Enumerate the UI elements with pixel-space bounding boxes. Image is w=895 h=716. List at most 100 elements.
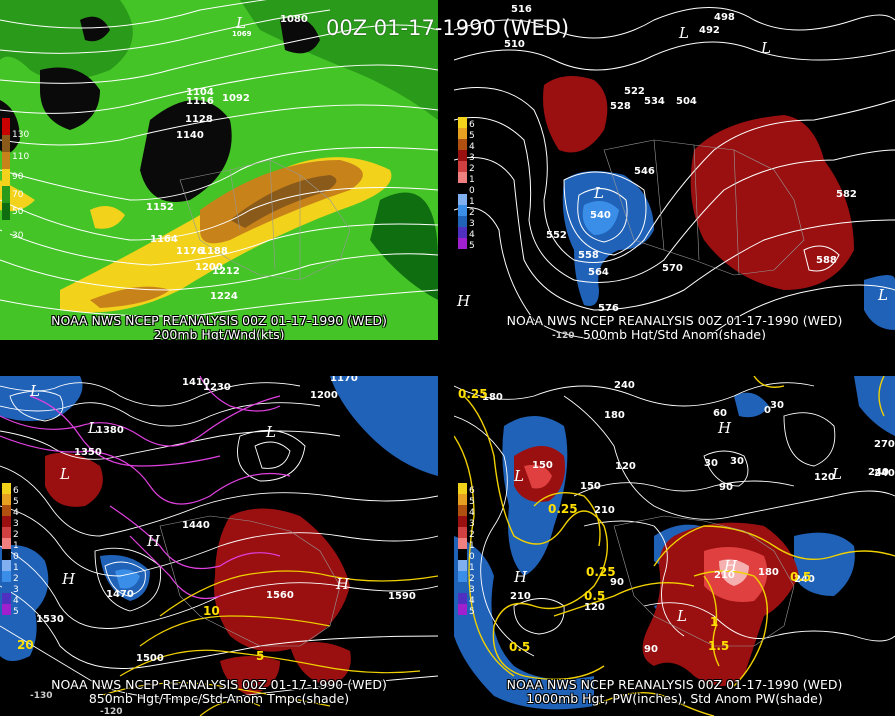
contour-label: 1410: [182, 377, 210, 388]
contour-label: 1176: [176, 246, 204, 257]
high-pressure-symbol: H: [456, 292, 471, 310]
high-pressure-symbol: H: [513, 568, 528, 586]
contour-label: 240: [874, 468, 895, 479]
legend-label: 0: [469, 552, 475, 562]
legend-label: 0: [469, 186, 475, 196]
contour-label: 576: [598, 303, 619, 314]
contour-labels: 516 498 492 510 504 522 528 534 540 546 …: [456, 4, 888, 340]
legend-label: 1: [469, 197, 475, 207]
contour-label: 570: [662, 263, 683, 274]
high-pressure-symbol: H: [717, 419, 732, 437]
legend-label: 0: [13, 552, 19, 562]
contour-label: 504: [676, 96, 697, 107]
contour-label: 516: [511, 4, 532, 15]
legend-label: 1: [13, 541, 19, 551]
contour-label: 534: [644, 96, 665, 107]
contour-labels: 240 240 240 180 180 180 120 120 120 90 9…: [458, 380, 895, 655]
pw-label: 0.5: [509, 640, 530, 654]
legend-label: 3: [13, 585, 19, 595]
contour-label: 552: [546, 230, 567, 241]
legend-label: 4: [469, 596, 475, 606]
contour-label: 510: [504, 39, 525, 50]
legend-label: 2: [469, 574, 475, 584]
legend-label: 3: [469, 219, 475, 229]
legend-label: 50: [12, 207, 24, 217]
legend-label: 30: [12, 231, 24, 241]
contour-label: 120: [814, 472, 835, 483]
contour-labels: 1410 1260 1170 1200 1230 1350 1380 1440 …: [17, 376, 416, 716]
panel-footer: NOAA NWS NCEP REANALYSIS 00Z 01-17-1990 …: [454, 678, 895, 706]
high-pressure-symbol: H: [146, 532, 161, 550]
contour-label: 1188: [200, 246, 228, 257]
low-pressure-symbol: L: [760, 39, 771, 57]
contour-label: 60: [713, 408, 727, 419]
low-pressure-symbol: L: [87, 419, 98, 437]
legend-label: 2: [469, 208, 475, 218]
contour-label: 1380: [96, 425, 124, 436]
contour-labels: 1080 1104 1092 1116 1128 1140 1152 1164 …: [146, 14, 308, 302]
contour-label: 1200: [195, 262, 223, 273]
contour-label: 1560: [266, 590, 294, 601]
legend-label: 5: [469, 131, 475, 141]
contour-label: 564: [588, 267, 609, 278]
contour-label: 1530: [36, 614, 64, 625]
contour-label: 558: [578, 250, 599, 261]
contour-label: 150: [532, 460, 553, 471]
legend-label: 3: [13, 519, 19, 529]
map-1000mb: 6 5 4 3 2 1 0 1 2 3 4 5 240 240 240 180 …: [454, 376, 895, 716]
low-pressure-symbol: L: [513, 467, 524, 485]
isotherm-label: 20: [17, 638, 34, 652]
contour-label: 210: [714, 570, 735, 581]
contour-label: 30: [730, 456, 744, 467]
contour-label: 150: [580, 481, 601, 492]
anomaly-legend: 6 5 4 3 2 1 0 1 2 3 4 5: [2, 483, 19, 617]
legend-label: 3: [469, 585, 475, 595]
legend-label: 6: [469, 120, 475, 130]
contour-label: 180: [482, 392, 503, 403]
legend-label: 5: [469, 241, 475, 251]
footer-field: 850mb Hgt/Tmpc/Std Anom Tmpc(shade): [88, 691, 350, 706]
legend-label: 4: [13, 508, 19, 518]
contour-label: 240: [868, 467, 889, 478]
contour-label: 120: [615, 461, 636, 472]
panel-200mb: 130 110 90 70 50 30 1080 1104 1092 1116 …: [0, 0, 438, 340]
contour-label: 1260: [275, 376, 303, 377]
contour-label: 546: [634, 166, 655, 177]
pw-label: 0.25: [458, 387, 488, 401]
wind-legend: 130 110 90 70 50 30: [2, 118, 29, 241]
contour-label: 1500: [136, 653, 164, 664]
contour-label: 90: [644, 644, 658, 655]
contour-label: 1440: [182, 520, 210, 531]
contour-label: 522: [624, 86, 645, 97]
pw-label: 0.5: [584, 589, 605, 603]
contour-label: 180: [758, 567, 779, 578]
map-200mb: 130 110 90 70 50 30 1080 1104 1092 1116 …: [0, 0, 438, 340]
footer-source: NOAA NWS NCEP REANALYSIS 00Z 01-17-1990 …: [51, 677, 387, 692]
legend-label: 4: [469, 508, 475, 518]
isotherm-label: 5: [256, 649, 264, 663]
high-pressure-symbol: H: [723, 557, 738, 575]
contour-label: 1104: [186, 87, 214, 98]
legend-label: 4: [469, 142, 475, 152]
contour-label: 1128: [185, 114, 213, 125]
high-pressure-symbol: H: [335, 575, 350, 593]
contour-label: 210: [510, 591, 531, 602]
legend-label: 5: [13, 607, 19, 617]
legend-label: 70: [12, 190, 24, 200]
low-pressure-symbol: L: [265, 423, 276, 441]
contour-label: 492: [699, 25, 720, 36]
contour-label: 1152: [146, 202, 174, 213]
legend-label: 4: [13, 596, 19, 606]
isotherm-label: 10: [203, 604, 220, 618]
legend-label: 6: [469, 486, 475, 496]
footer-source: NOAA NWS NCEP REANALYSIS 00Z 01-17-1990 …: [51, 313, 387, 328]
legend-label: 1: [469, 541, 475, 551]
footer-source: NOAA NWS NCEP REANALYSIS 00Z 01-17-1990 …: [506, 313, 843, 328]
legend-label: 2: [13, 574, 19, 584]
contour-label: 1230: [203, 382, 231, 393]
map-500mb: 6 5 4 3 2 1 0 1 2 3 4 5 516 498 492 510 …: [454, 0, 895, 340]
legend-label: 130: [12, 130, 29, 140]
low-pressure-symbol: L: [593, 184, 604, 202]
low-pressure-symbol: L: [676, 607, 687, 625]
contour-label: 30: [770, 400, 784, 411]
